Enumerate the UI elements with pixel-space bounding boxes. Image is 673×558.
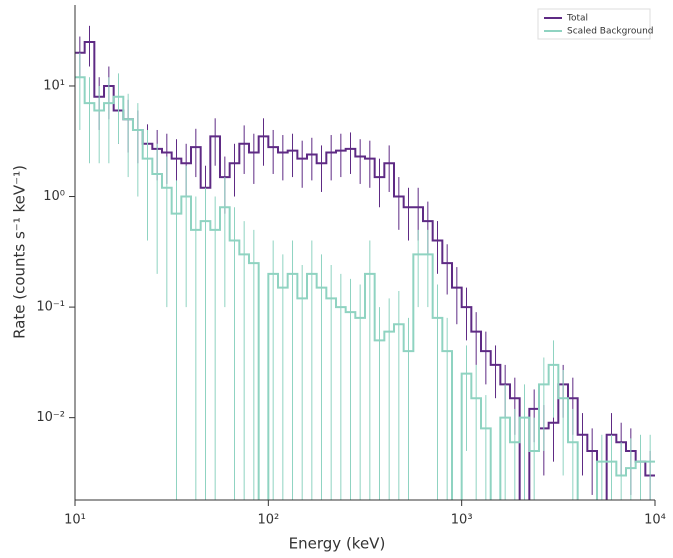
y-axis-label: Rate (counts s⁻¹ keV⁻¹) — [11, 165, 29, 339]
y-tick-label: 10¹ — [43, 78, 65, 93]
x-tick-label: 10² — [257, 513, 279, 528]
plot-area — [75, 25, 655, 500]
legend-label: Total — [566, 14, 588, 24]
y-tick-label: 10⁰ — [43, 189, 65, 204]
legend — [537, 8, 651, 40]
x-tick-label: 10³ — [451, 513, 473, 528]
y-tick-label: 10⁻² — [36, 410, 65, 425]
x-tick-label: 10⁴ — [644, 513, 666, 528]
y-tick-label: 10⁻¹ — [36, 300, 65, 315]
step-line — [605, 433, 655, 500]
step-line — [267, 253, 454, 500]
step-line — [75, 40, 521, 500]
step-line — [499, 363, 579, 500]
x-axis-label: Energy (keV) — [289, 535, 386, 553]
step-line — [596, 460, 655, 500]
x-tick-label: 10¹ — [64, 513, 86, 528]
step-line — [75, 76, 260, 500]
legend-label: Scaled Background — [567, 27, 653, 37]
